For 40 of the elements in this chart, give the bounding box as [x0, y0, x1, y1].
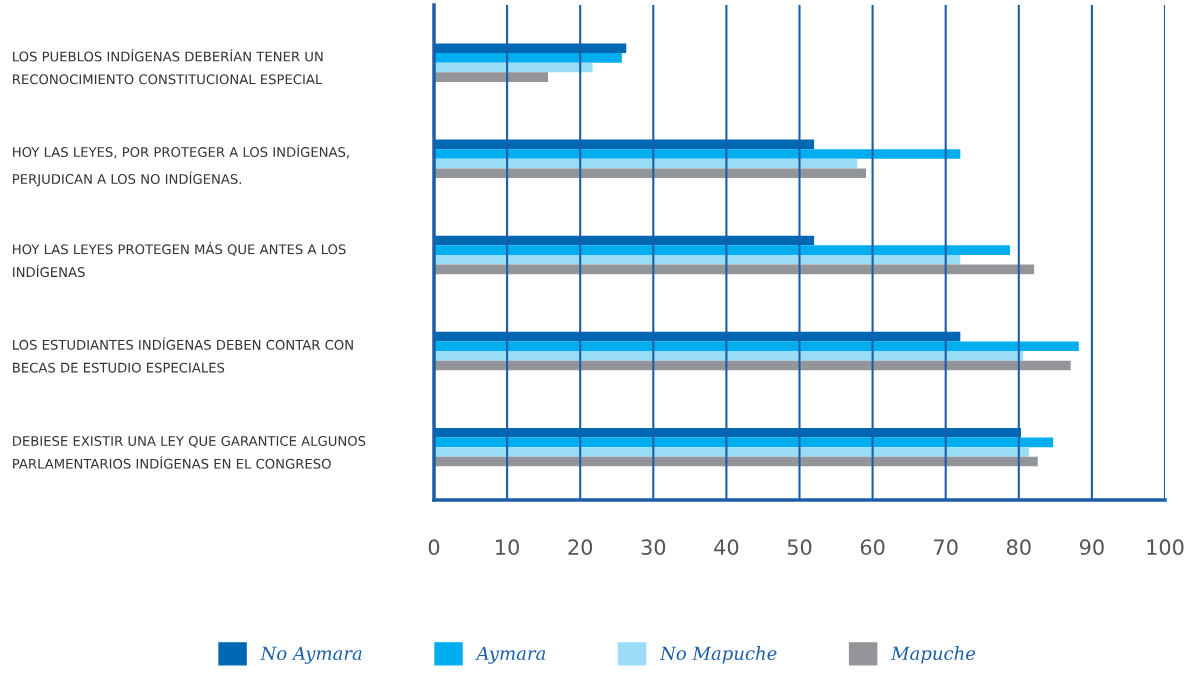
x-tick-label: 100: [1147, 539, 1184, 556]
x-tick-label: 60: [860, 539, 885, 556]
x-tick-label: 30: [641, 539, 666, 556]
bar: [434, 139, 815, 150]
x-tick-label: 90: [1079, 539, 1104, 556]
bar: [434, 245, 1011, 255]
bar: [434, 53, 622, 63]
bar: [434, 158, 858, 169]
legend-label: No Aymara: [260, 646, 362, 664]
bar: [434, 149, 961, 159]
bar: [434, 168, 867, 179]
x-tick-label: 10: [496, 539, 519, 556]
x-tick-label: 50: [787, 539, 812, 556]
bar: [434, 72, 549, 82]
y-tick-label: LOS PUEBLOS INDÍGENAS DEBERÍAN TENER UN RECONOCIMIENTO CONSTITUCIONAL ESPECIAL: [13, 49, 323, 85]
bar: [434, 264, 1035, 275]
bar: [434, 43, 627, 54]
x-tick-label: 70: [934, 539, 958, 556]
bar: [434, 360, 1071, 371]
bar: [434, 427, 1021, 438]
legend-label: No Mapuche: [659, 646, 777, 664]
y-tick-label: LOS ESTUDIANTES INDÍGENAS DEBEN CONTAR CON BECAS DE ESTUDIO ESPECIALES: [13, 337, 353, 373]
y-tick-label: HOY LAS LEYES PROTEGEN MÁS QUE ANTES A LOS INDÍGENAS: [13, 241, 346, 278]
bar: [434, 235, 815, 246]
x-tick-label: 40: [714, 539, 739, 556]
x-tick-label: 0: [428, 539, 440, 556]
bar: [434, 341, 1079, 352]
bar: [434, 437, 1054, 448]
bar: [434, 456, 1038, 467]
bar: [434, 351, 1024, 361]
x-tick-label: 20: [568, 539, 593, 556]
bar: [434, 447, 1030, 457]
bar: [434, 254, 961, 265]
bar: [434, 331, 961, 342]
legend-label: Mapuche: [890, 646, 976, 664]
legend-label: Aymara: [475, 646, 546, 664]
x-tick-label: 80: [1006, 539, 1031, 556]
y-tick-label: DEBIESE EXISTIR UNA LEY QUE GARANTICE ALGUNOS PARLAMENTARIOS INDÍGENAS EN EL CONGRESO: [13, 435, 366, 469]
bar: [434, 62, 593, 73]
y-tick-label: HOY LAS LEYES, POR PROTEGER A LOS INDÍGENAS, PERJUDICAN A LOS NO INDÍGENAS.: [13, 144, 349, 187]
